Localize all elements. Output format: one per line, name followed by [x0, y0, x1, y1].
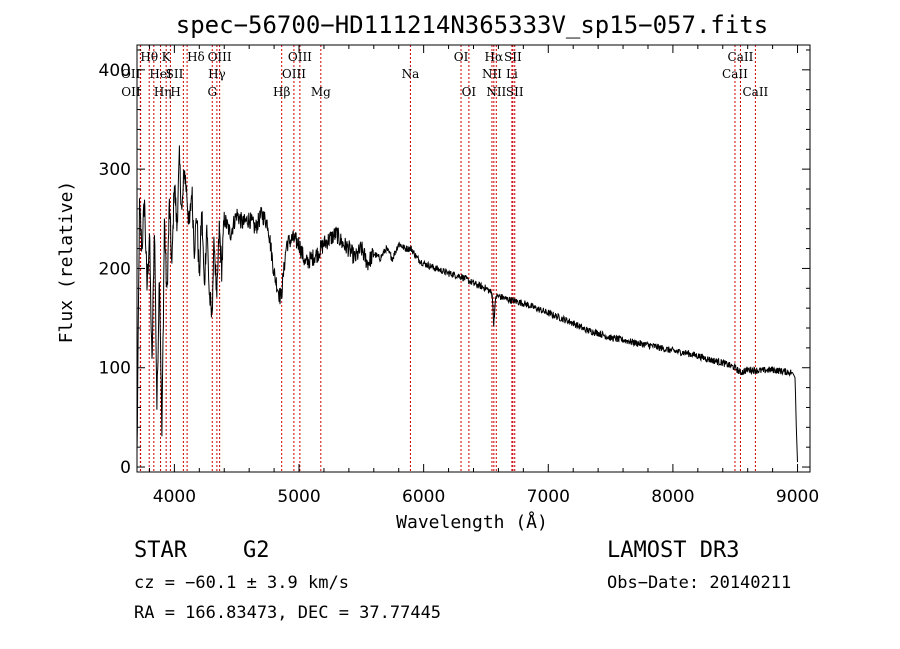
line-label: SII — [506, 85, 524, 99]
line-label: OI — [454, 50, 469, 64]
y-tick-label: 100 — [99, 359, 131, 379]
x-tick-label: 7000 — [527, 487, 570, 507]
y-tick-label: 0 — [120, 458, 131, 478]
line-label: NII — [482, 67, 502, 81]
emission-line-labels: OIIOIIHθHηHeIKHSIIHδGHγOIIIHβOIIIOIIIMgN… — [121, 50, 769, 99]
emission-line-markers — [139, 45, 756, 472]
redshift-velocity: cz = −60.1 ± 3.9 km/s — [134, 573, 349, 593]
y-axis-ticks: 0 100 200 300 400 — [99, 49, 810, 478]
x-tick-label: 8000 — [651, 487, 694, 507]
line-label: Mg — [311, 85, 331, 99]
chart-title: spec−56700−HD111214N365333V_sp15−057.fit… — [176, 11, 768, 39]
observation-date: Obs−Date: 20140211 — [607, 573, 792, 593]
line-label: CaII — [728, 50, 754, 64]
line-label: H — [170, 85, 180, 99]
line-label: OIII — [288, 50, 312, 64]
x-tick-label: 5000 — [277, 487, 320, 507]
line-label: OII — [121, 85, 141, 99]
line-label: Hγ — [208, 67, 226, 81]
line-label: SII — [166, 67, 184, 81]
line-label: K — [162, 50, 172, 64]
object-subclass: G2 — [243, 538, 270, 563]
line-label: Li — [506, 67, 518, 81]
line-label: OI — [462, 85, 477, 99]
line-label: HeI — [149, 67, 172, 81]
line-label: CaII — [722, 67, 748, 81]
y-tick-label: 400 — [99, 61, 131, 81]
x-axis-ticks: 4000 5000 6000 7000 8000 9000 — [148, 45, 819, 507]
line-label: SII — [504, 50, 522, 64]
ra-dec-coordinates: RA = 166.83473, DEC = 37.77445 — [134, 603, 442, 623]
y-tick-label: 300 — [99, 160, 131, 180]
line-label: OIII — [208, 50, 232, 64]
line-label: Hα — [485, 50, 504, 64]
line-label: Hθ — [140, 50, 158, 64]
line-label: OIII — [282, 67, 306, 81]
x-tick-label: 4000 — [153, 487, 196, 507]
x-tick-label: 6000 — [402, 487, 445, 507]
spectrum-line — [136, 145, 798, 463]
plot-frame — [136, 44, 811, 473]
object-class: STAR — [134, 538, 187, 563]
line-label: NII — [486, 85, 506, 99]
survey-name: LAMOST DR3 — [607, 538, 740, 563]
line-label: Na — [402, 67, 420, 81]
line-label: Hη — [154, 85, 172, 99]
y-axis-label: Flux (relative) — [56, 181, 77, 344]
x-axis-label: Wavelength (Å) — [396, 511, 548, 533]
x-tick-label: 9000 — [776, 487, 819, 507]
line-label: G — [207, 85, 217, 99]
line-label: OII — [121, 67, 141, 81]
line-label: Hβ — [273, 85, 290, 99]
y-tick-label: 200 — [99, 259, 131, 279]
line-label: Hδ — [187, 50, 205, 64]
line-label: CaII — [742, 85, 768, 99]
